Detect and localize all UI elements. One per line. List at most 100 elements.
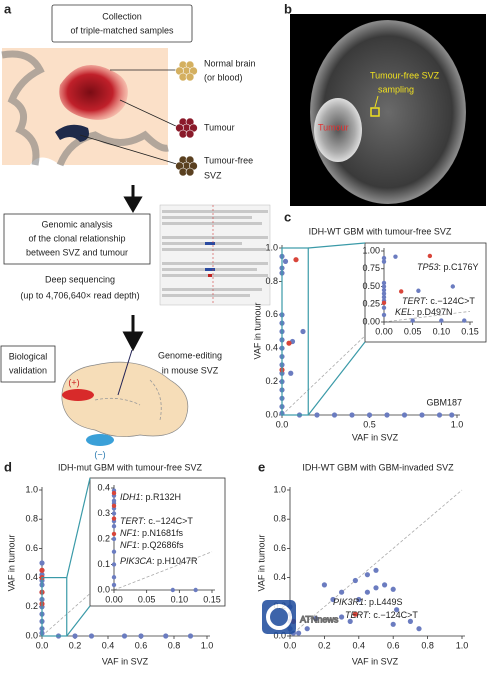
needle — [117, 349, 133, 396]
data-point — [381, 300, 387, 306]
variant: : p.C176Y — [439, 262, 479, 272]
data-point — [381, 291, 387, 296]
zoom-connector — [66, 477, 91, 578]
gene-name: KEL — [395, 307, 412, 317]
icon-tumour — [175, 117, 198, 139]
data-point — [410, 318, 415, 323]
box-text: of triple-matched samples — [70, 25, 174, 35]
data-point — [111, 524, 117, 529]
y-tick-label: 1.0 — [273, 484, 286, 494]
text: (+) — [68, 377, 79, 387]
y-tick-label: 0.6 — [265, 309, 278, 319]
data-point — [111, 531, 117, 537]
graphic — [185, 129, 195, 139]
panel-label: a — [4, 1, 12, 16]
y-tick-label: 0.8 — [265, 276, 278, 286]
x-tick-label: 0.4 — [102, 640, 115, 650]
gene-name: TERT — [345, 610, 370, 620]
data-point — [381, 284, 387, 289]
graphic — [79, 134, 181, 166]
graphic — [119, 99, 181, 129]
data-point — [39, 567, 45, 573]
graphic — [208, 274, 212, 277]
variant: : p.L449S — [364, 597, 403, 607]
annotation: PIK3R1: p.L449S — [333, 597, 403, 607]
x-tick-label: 0.8 — [421, 640, 434, 650]
x-tick-label: 0.15 — [203, 594, 221, 604]
box — [0, 345, 56, 383]
data-point — [356, 596, 362, 603]
zoom-connector — [308, 242, 366, 249]
data-point — [382, 582, 388, 588]
data-point — [88, 633, 95, 639]
y-tick-label: 0.8 — [25, 514, 38, 524]
graphic — [162, 294, 250, 297]
data-point — [347, 618, 353, 625]
arrows — [79, 69, 181, 166]
data-point — [364, 572, 370, 578]
y-tick-label: 0.4 — [97, 482, 110, 492]
data-point — [436, 412, 443, 418]
data-point — [381, 312, 387, 318]
data-point — [293, 257, 299, 263]
x-tick-label: 0.6 — [387, 640, 400, 650]
graphic — [185, 72, 195, 82]
x-tick-label: 0.10 — [433, 326, 451, 336]
data-point — [111, 516, 117, 521]
box-text: Biological — [9, 351, 48, 361]
box-text: validation — [9, 365, 47, 375]
variant: : p.N1681fs — [137, 528, 184, 538]
graphic — [162, 222, 262, 225]
y-tick-label: 0.6 — [273, 543, 286, 553]
graphic — [162, 262, 268, 265]
graphic — [162, 248, 266, 251]
data-point — [349, 412, 355, 418]
x-tick-label: 0.10 — [171, 594, 189, 604]
data-point — [407, 618, 413, 625]
variant: : p.R132H — [141, 492, 182, 502]
reference-line — [383, 310, 471, 323]
data-point — [300, 328, 306, 335]
x-tick-label: 0.0 — [36, 640, 49, 650]
variant: : p.H1047R — [152, 556, 198, 566]
data-point — [416, 626, 422, 632]
y-tick-label: 0.4 — [25, 572, 38, 582]
mri-tumour — [314, 98, 362, 162]
graphic — [162, 236, 268, 239]
data-point — [381, 287, 387, 293]
data-point — [339, 589, 345, 595]
data-point — [366, 412, 373, 418]
x-tick-label: 1.0 — [201, 640, 214, 650]
data-point — [111, 511, 117, 516]
gene-name: TERT — [120, 516, 145, 526]
sampling-box — [370, 107, 380, 117]
box — [51, 4, 193, 43]
data-point — [321, 582, 327, 588]
data-point — [288, 370, 294, 376]
zoom-connector — [66, 605, 91, 637]
annotation: KEL: p.D497N — [395, 307, 453, 317]
panel-label: d — [4, 459, 12, 474]
panel-label: e — [258, 459, 265, 474]
data-point — [381, 294, 387, 300]
svz — [55, 124, 89, 142]
flow-arrow — [123, 185, 143, 213]
data-point — [384, 412, 390, 418]
x-tick-label: 1.0 — [451, 419, 464, 429]
gene-name: PIK3R1 — [333, 597, 364, 607]
data-point — [401, 412, 408, 418]
cortex — [1, 50, 169, 167]
y-tick-label: 0.2 — [265, 376, 278, 386]
y-tick-label: 0.4 — [273, 572, 286, 582]
graphic — [205, 268, 215, 271]
box — [3, 213, 151, 265]
chart-title: IDH-mut GBM with tumour-free SVZ — [58, 462, 203, 472]
y-tick-label: 0.4 — [265, 343, 278, 353]
box-text: Collection — [102, 11, 142, 21]
data-point — [449, 412, 455, 418]
y-axis-label: VAF in tumour — [252, 303, 262, 360]
gene-name: NF1 — [120, 540, 137, 550]
text: Genome-editing — [158, 350, 222, 360]
data-point — [462, 318, 467, 323]
